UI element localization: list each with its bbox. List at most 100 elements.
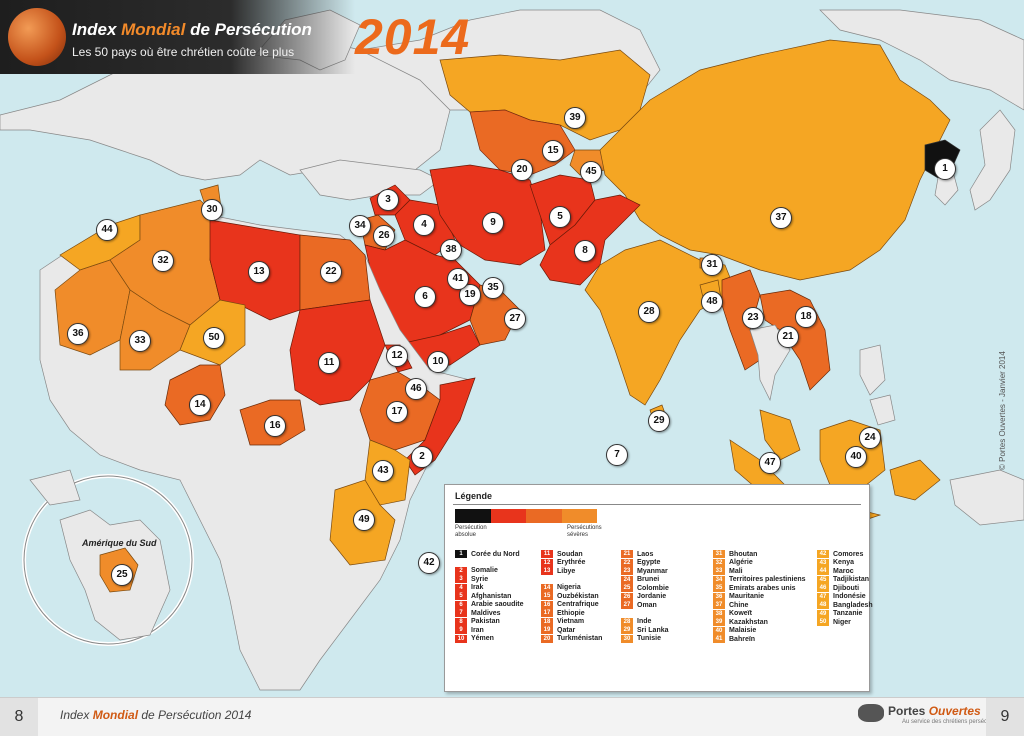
legend-panel: Légende Persécution absolue Persécutions…	[444, 484, 873, 692]
header-banner: Index Mondial de Persécution Les 50 pays…	[0, 0, 355, 74]
rank-marker: 41	[447, 268, 469, 290]
legend-item-name: Centrafrique	[557, 601, 599, 608]
legend-item-rank: 43	[817, 558, 829, 567]
legend-column: 21 Laos 22 Egypte 23 Myanmar 24 Brunei 25 Colombi…	[621, 550, 669, 643]
legend-item: 18 Vietnam	[541, 617, 602, 626]
legend-item: 46 Djibouti	[817, 584, 873, 592]
legend-item: 24 Brunei	[621, 575, 669, 584]
rank-marker: 47	[759, 452, 781, 474]
legend-item-rank: 46	[817, 584, 829, 592]
rank-marker: 23	[742, 307, 764, 329]
legend-item-name: Yémen	[471, 635, 494, 642]
legend-item: 4 Irak	[455, 583, 524, 592]
rank-marker: 37	[770, 207, 792, 229]
legend-item-name: Kenya	[833, 559, 855, 566]
legend-item: 32 Algérie	[713, 558, 806, 567]
legend-column: 11 Soudan 12 Erythrée 13 Libye 14 Nigeria 15 Ouzb…	[541, 550, 602, 643]
legend-item-name: Brunei	[637, 576, 660, 583]
legend-scale-right: Persécutions sévères	[567, 525, 602, 538]
legend-item-name: Bangladesh	[833, 601, 873, 609]
legend-item: 5 Afghanistan	[455, 592, 524, 600]
legend-item: 33 Mali	[713, 567, 806, 575]
rank-marker: 16	[264, 415, 286, 437]
legend-item: 7 Maldives	[455, 609, 524, 617]
legend-item-rank: 36	[713, 592, 725, 601]
rank-marker: 50	[203, 327, 225, 349]
rank-marker: 34	[349, 215, 371, 237]
legend-item-name: Comores	[833, 550, 864, 558]
legend-item-name: Afghanistan	[471, 592, 512, 600]
rank-marker: 36	[67, 323, 89, 345]
rank-marker: 22	[320, 261, 342, 283]
globe-logo-icon	[8, 8, 66, 66]
footer-org-subtitle: Au service des chrétiens persécutés	[902, 719, 999, 725]
rank-marker: 40	[845, 446, 867, 468]
legend-item: 35 Emirats arabes unis	[713, 584, 806, 592]
legend-item-name: Somalie	[471, 567, 498, 574]
rank-marker: 44	[96, 219, 118, 241]
legend-item-rank: 20	[541, 634, 553, 643]
legend-item-rank: 19	[541, 626, 553, 634]
footer-bar: 8 Index Mondial de Persécution 2014 Port…	[0, 697, 1024, 736]
legend-scale-swatch	[561, 509, 597, 523]
legend-item: 21 Laos	[621, 550, 669, 558]
legend-item-rank: 4	[455, 583, 467, 592]
legend-item: 26 Jordanie	[621, 592, 669, 601]
rank-marker: 5	[549, 206, 571, 228]
legend-item: 8 Pakistan	[455, 617, 524, 626]
legend-item-name: Malaisie	[729, 627, 757, 634]
legend-item: 22 Egypte	[621, 558, 669, 567]
legend-item-rank: 12	[541, 558, 553, 567]
legend-item: 17 Ethiopie	[541, 609, 602, 617]
legend-item-rank: 26	[621, 592, 633, 601]
legend-item-rank: 17	[541, 609, 553, 617]
legend-item: 30 Tunisie	[621, 634, 669, 643]
rank-marker: 14	[189, 394, 211, 416]
legend-item-rank: 8	[455, 617, 467, 626]
legend-item: 47 Indonésie	[817, 592, 873, 601]
legend-item: 14 Nigeria	[541, 583, 602, 592]
legend-item-rank: 13	[541, 567, 553, 575]
legend-item: 11 Soudan	[541, 550, 602, 558]
legend-item-name: Sri Lanka	[637, 626, 669, 634]
legend-item: 48 Bangladesh	[817, 601, 873, 609]
rank-marker: 8	[574, 240, 596, 262]
legend-item-name: Mauritanie	[729, 593, 765, 600]
legend-item-name: Emirats arabes unis	[729, 584, 796, 592]
legend-item-name: Ethiopie	[557, 609, 585, 617]
rank-marker: 27	[504, 308, 526, 330]
legend-item-name: Syrie	[471, 575, 489, 583]
legend-item: 10 Yémen	[455, 634, 524, 643]
legend-item-name: Tanzanie	[833, 610, 863, 617]
rank-marker: 6	[414, 286, 436, 308]
legend-item: 29 Sri Lanka	[621, 626, 669, 634]
legend-item-name: Colombie	[637, 584, 669, 592]
legend-item-name: Tadjikistan	[833, 576, 870, 583]
inset-label: Amérique du Sud	[82, 538, 157, 548]
rank-marker: 28	[638, 301, 660, 323]
legend-column: 1 Corée du Nord 2 Somalie 3 Syrie 4 Irak 5 Afghan…	[455, 550, 524, 643]
legend-item: 43 Kenya	[817, 558, 873, 567]
legend-item-name: Niger	[833, 618, 851, 626]
rank-marker: 18	[795, 306, 817, 328]
legend-item: 2 Somalie	[455, 566, 524, 575]
rank-marker: 26	[373, 225, 395, 247]
legend-item: 31 Bhoutan	[713, 550, 806, 558]
rank-marker: 31	[701, 254, 723, 276]
legend-scale-swatch	[455, 509, 491, 523]
legend-item-rank: 44	[817, 567, 829, 575]
rank-marker: 35	[482, 277, 504, 299]
legend-item: 20 Turkménistan	[541, 634, 602, 643]
rank-marker: 48	[701, 291, 723, 313]
legend-item-rank: 5	[455, 592, 467, 600]
legend-item-rank: 35	[713, 584, 725, 592]
legend-item-name: Iran	[471, 626, 484, 634]
legend-item-name: Djibouti	[833, 584, 860, 592]
rank-marker: 2	[411, 446, 433, 468]
legend-item-name: Kazakhstan	[729, 618, 768, 626]
legend-item-name: Tunisie	[637, 635, 661, 642]
rank-marker: 42	[418, 552, 440, 574]
legend-item-name: Bhoutan	[729, 550, 758, 558]
legend-color-scale	[455, 509, 597, 523]
legend-column: 42 Comores 43 Kenya 44 Maroc 45 Tadjikistan 46 Dj…	[817, 550, 873, 627]
